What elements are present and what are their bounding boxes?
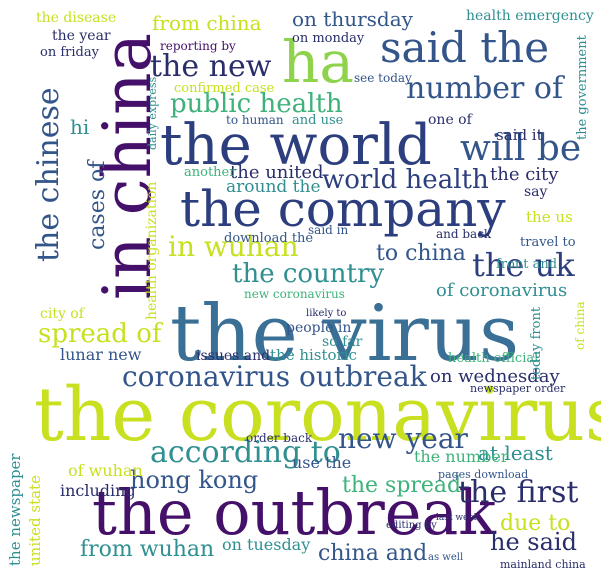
word-hong-kong: hong kong: [130, 466, 258, 494]
word-he-said: he said: [490, 528, 577, 556]
word-one-of: one of: [428, 112, 474, 128]
word-to-china: to china: [376, 241, 466, 266]
word-the-historic: the historic: [270, 346, 357, 364]
word-the-united: the united: [230, 162, 324, 183]
word-united-state: united state: [26, 475, 44, 566]
word-spread-of: spread of: [38, 319, 164, 349]
word-front-and: front and: [496, 257, 557, 272]
word-likely-to: likely to: [306, 308, 346, 319]
word-editing-by: editing by: [386, 520, 437, 531]
word-the-city: the city: [490, 164, 559, 185]
word-the-number: the number: [414, 447, 509, 466]
word-so-far: so far: [322, 334, 363, 350]
word-at-least: at least: [478, 441, 553, 465]
word-the-us: the us: [526, 208, 573, 226]
word-issues-and: issues and: [196, 348, 270, 364]
word-of-china: of china: [573, 301, 587, 350]
word-in-china: in china: [89, 33, 166, 300]
word-see-today: see today: [354, 71, 412, 85]
word-cases-of: cases of: [85, 159, 110, 250]
word-order-back: order back: [246, 431, 313, 445]
word-hi: hi: [70, 115, 89, 139]
word-ha: ha: [282, 28, 354, 96]
word-coronavirus-outbreak: coronavirus outbreak: [122, 360, 428, 393]
word-according-to: according to: [150, 435, 341, 470]
word-from-wuhan: from wuhan: [80, 537, 214, 562]
word-health-organization: health organization: [144, 182, 160, 320]
word-the-country: the country: [232, 259, 384, 289]
word-the-newspaper: the newspaper: [6, 453, 24, 566]
word-reporting-by: reporting by: [160, 39, 236, 53]
word-on-friday: on friday: [40, 45, 100, 60]
word-today-front: today front: [529, 306, 544, 380]
word-lunar-new: lunar new: [60, 345, 142, 364]
word-to-human: to human: [226, 113, 284, 127]
word-confirmed-case: confirmed case: [174, 81, 275, 96]
word-city-of: city of: [40, 306, 86, 322]
word-the-first: the first: [458, 475, 578, 510]
word-new-year: new year: [338, 422, 469, 455]
word-new-coronavirus: new coronavirus: [244, 287, 345, 301]
word-of-coronavirus: of coronavirus: [436, 280, 567, 301]
word-from-china: from china: [152, 11, 262, 35]
word-use-the: use the: [292, 453, 351, 472]
word-the-new: the new: [150, 49, 272, 84]
word-the-spread: the spread: [342, 473, 461, 498]
word-due-to: due to: [500, 511, 570, 536]
word-including: including: [60, 481, 136, 500]
word-the-disease: the disease: [36, 10, 116, 26]
word-health-emergency: health emergency: [466, 8, 594, 24]
word-on-thursday: on thursday: [292, 7, 414, 31]
word-said-in: said in: [308, 223, 348, 237]
word-the-year: the year: [52, 28, 111, 44]
word-say: say: [524, 184, 548, 200]
word-the-world: the world: [160, 113, 432, 178]
word-said-it: said it: [496, 126, 543, 144]
word-the-chinese-vertical: the chinese: [31, 87, 66, 262]
word-the-company: the company: [180, 180, 506, 238]
word-the-outbreak: the outbreak: [92, 476, 496, 549]
word-in-wuhan: in wuhan: [168, 230, 299, 263]
word-people-in: people in: [286, 320, 351, 336]
word-of-wuhan: of wuhan: [68, 461, 143, 480]
word-and-use: and use: [292, 113, 344, 128]
word-around-the: around the: [226, 177, 321, 197]
word-said-the: said the: [380, 23, 549, 72]
word-the-uk: the uk: [472, 246, 575, 284]
word-another: another: [184, 165, 236, 180]
word-on-tuesday: on tuesday: [222, 535, 310, 554]
word-download-the: download the: [224, 231, 313, 246]
word-pages-download: pages download: [438, 468, 528, 481]
word-on-wednesday: on wednesday: [430, 366, 560, 387]
word-mainland-china: mainland china: [500, 558, 586, 571]
word-world-health: world health: [322, 165, 489, 195]
word-the-government: the government: [575, 34, 590, 140]
word-newspaper-order: newspaper order: [470, 382, 566, 395]
word-and-back: and back: [436, 227, 492, 241]
word-china-and: china and: [318, 541, 427, 566]
word-health-official: health official: [448, 351, 538, 366]
word-as-well: as well: [428, 552, 463, 563]
word-the-virus: the virus: [170, 289, 519, 379]
word-on-monday: on monday: [292, 31, 365, 46]
word-will-be: will be: [460, 128, 581, 169]
word-public-health: public health: [170, 89, 343, 119]
word-travel-to: travel to: [520, 235, 576, 250]
word-the-coronavirus: the coronavirus: [34, 372, 601, 458]
word-number-of: number of: [406, 71, 565, 106]
word-daily-express: daily express: [146, 76, 159, 150]
word-last-week: last week: [436, 513, 480, 523]
